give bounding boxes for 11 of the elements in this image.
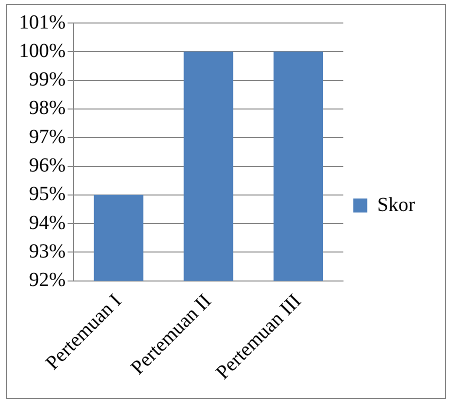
y-tick-label: 101% [18, 11, 66, 34]
y-tick-label: 96% [28, 154, 66, 177]
legend-label: Skor [377, 194, 416, 216]
y-tick-label: 97% [28, 126, 66, 148]
y-tick-label: 95% [28, 183, 66, 206]
y-tick-label: 98% [28, 97, 66, 120]
y-tick-label: 94% [28, 212, 66, 234]
y-tick-label: 99% [28, 68, 66, 91]
y-tick-label: 93% [28, 240, 66, 262]
y-tick-label: 100% [18, 40, 66, 62]
y-tick-label: 92% [28, 269, 66, 292]
